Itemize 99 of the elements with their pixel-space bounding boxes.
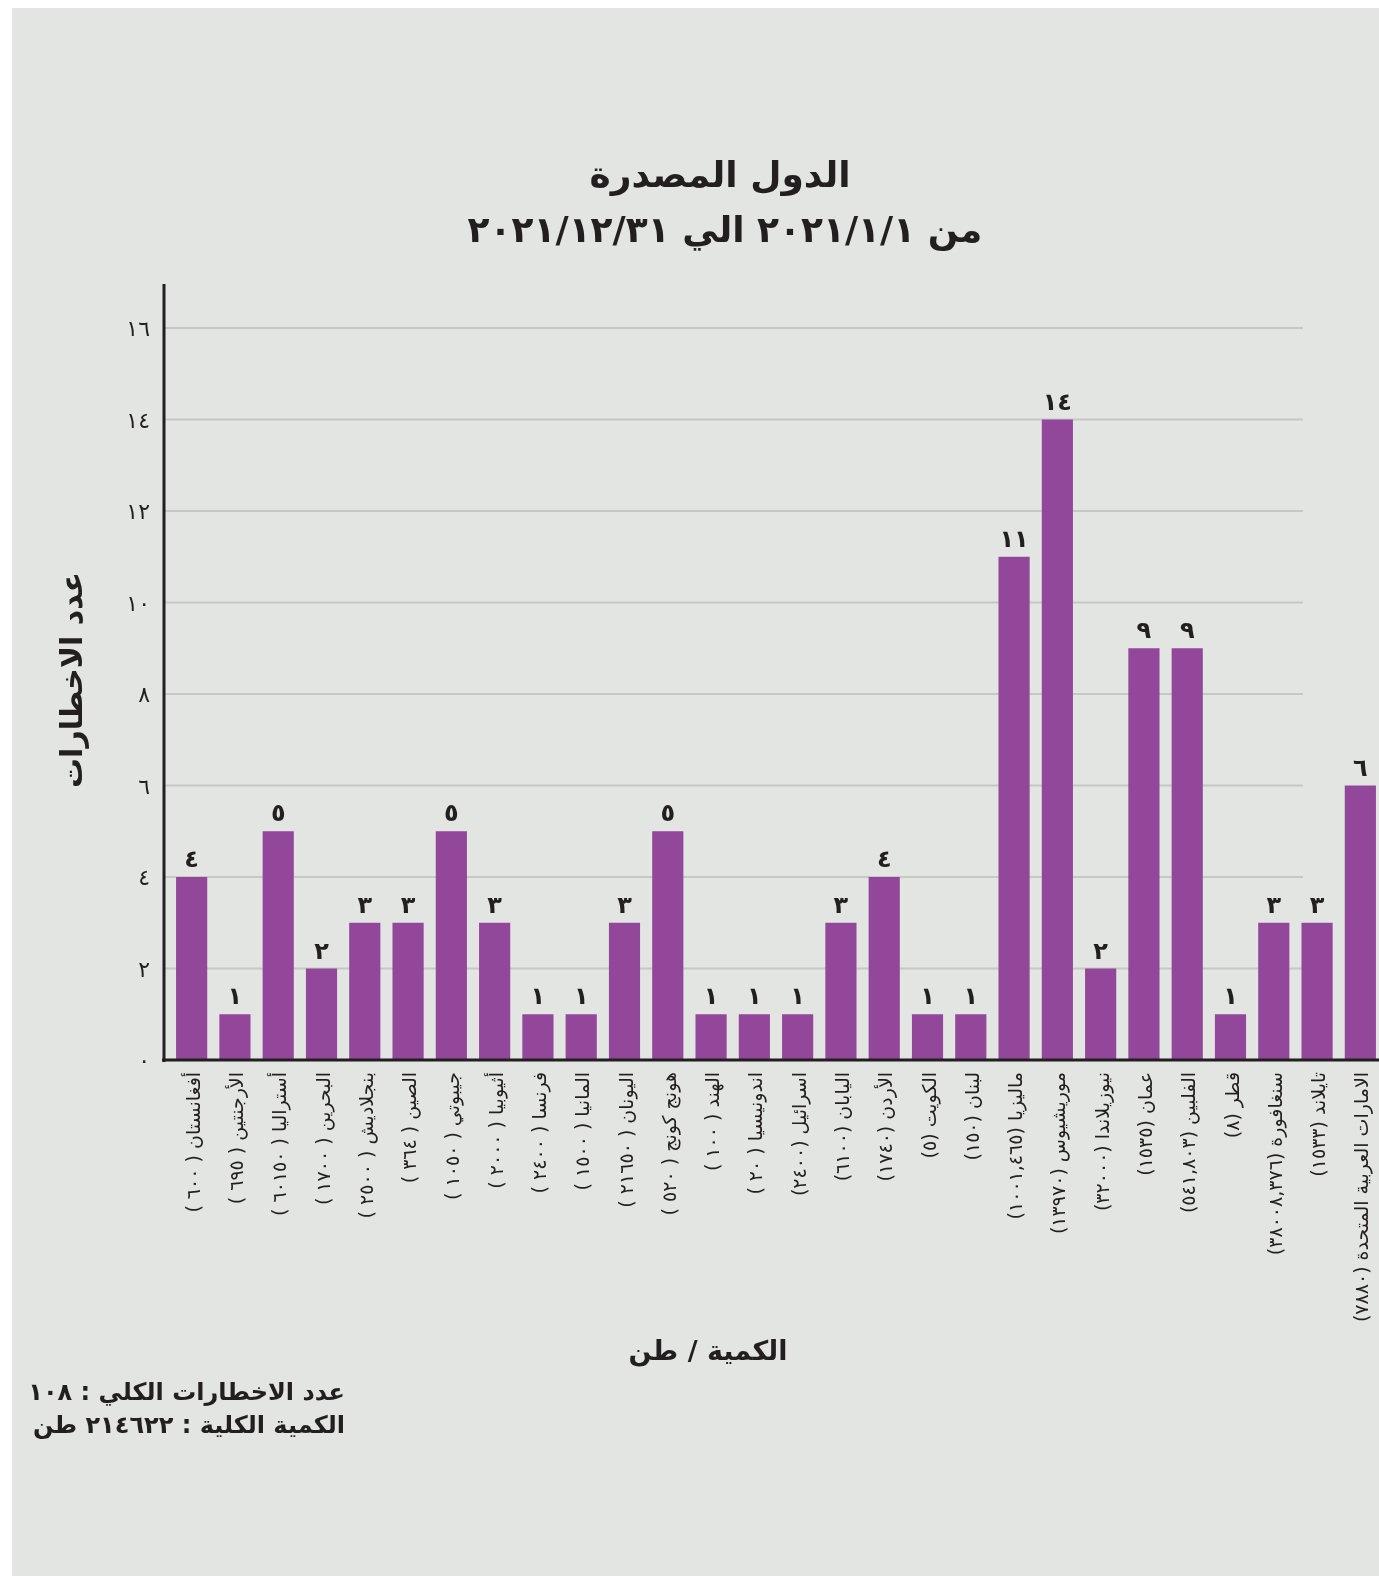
data-label: ١ — [703, 982, 719, 1011]
bar — [1344, 785, 1376, 1060]
x-tick-label: الأرجنتين ( ٦٩٥ ) — [224, 1072, 248, 1205]
x-tick-label: اليونان ( ٢١٦٥٠ ) — [614, 1072, 638, 1208]
x-tick-label: موريشيوس (١٣٩٧٠) — [1047, 1072, 1071, 1235]
x-tick-label: جيبوتي ( ١٠٥٠ ) — [441, 1072, 465, 1200]
x-tick-label: أفغانستان ( ٦٠٠ ) — [180, 1072, 204, 1213]
x-tick-label: تايلاند (١٥٣٣) — [1307, 1072, 1330, 1177]
x-tick-label: اليابان (٦١٠٠) — [830, 1072, 853, 1182]
data-label: ٣ — [487, 890, 503, 919]
bar — [262, 831, 294, 1060]
x-tick-label: الهند ( ١٠٠ ) — [701, 1072, 725, 1172]
data-label: ٩ — [1179, 616, 1195, 645]
y-tick-label: ٢ — [138, 956, 150, 982]
x-tick-label: اندونيسيا ( ٢٠ ) — [744, 1072, 768, 1195]
text: عدد الاخطارات الكلي : ١٠٨ — [28, 1378, 345, 1406]
bar — [1085, 968, 1117, 1060]
x-tick-label: المانيا ( ١٥٠٠ ) — [571, 1072, 594, 1191]
y-tick-label: ٦ — [138, 773, 150, 799]
x-tick-label: أثيوبيا ( ٢٠٠٠ ) — [483, 1072, 508, 1189]
data-label: ١ — [227, 982, 243, 1011]
bar — [392, 922, 424, 1060]
y-tick-label: ٤ — [138, 865, 150, 890]
bar — [652, 831, 684, 1060]
data-label: ٣ — [617, 890, 633, 919]
data-label: ٢ — [1093, 936, 1109, 965]
x-tick-label: قطر (٨) — [1220, 1072, 1244, 1139]
bar — [1301, 922, 1333, 1060]
data-label: ٩ — [1136, 616, 1152, 645]
y-tick-label: ١٦ — [126, 316, 150, 341]
x-tick-label: اسرائيل (٢٤٠٠) — [787, 1072, 811, 1197]
y-tick-label: ٨ — [138, 682, 151, 707]
bar — [1214, 1014, 1247, 1060]
data-label: ١ — [530, 982, 546, 1011]
chart-subtitle: من ٢٠٢١/١/١ الي ٢٠٢١/١٢/٣١ — [467, 209, 983, 251]
data-label: ١ — [963, 982, 979, 1011]
y-tick-label: ٠ — [138, 1048, 150, 1073]
x-tick-label: عمان (١٥٣٥) — [1133, 1072, 1156, 1176]
x-tick-label: فرنسا ( ٢٤٠٠ ) — [527, 1072, 551, 1194]
bar — [522, 1014, 554, 1060]
bar — [1041, 419, 1073, 1060]
data-label: ٣ — [833, 890, 849, 919]
data-label: ٤ — [184, 845, 199, 873]
bar — [955, 1014, 987, 1060]
y-tick-label: ١٠ — [126, 590, 150, 616]
data-label: ١٤ — [1042, 387, 1073, 416]
x-tick-label: نيوزيلاندا (٣٢٠٠٠) — [1090, 1072, 1114, 1212]
y-tick-label: ١٤ — [126, 407, 150, 433]
bar — [782, 1014, 814, 1060]
x-axis-title: الكمية / طن — [628, 1335, 788, 1367]
bar — [695, 1014, 727, 1060]
chart-title: الدول المصدرة — [589, 154, 851, 196]
bar — [738, 1014, 770, 1060]
x-tick-label: أستراليا ( ٦٠١٥٠ ) — [267, 1072, 292, 1216]
y-tick-label: ١٢ — [126, 499, 150, 524]
x-tick-label: ماليزيا (١٠٠١,٤٦٥) — [1004, 1072, 1028, 1220]
bar — [565, 1014, 597, 1060]
bar — [1258, 922, 1290, 1060]
x-tick-label: بنجلاديش ( ٢٥٠٠ ) — [354, 1072, 378, 1219]
y-axis-title: عدد الاخطارات — [54, 571, 89, 789]
bar — [435, 831, 467, 1060]
x-tick-label: الكويت (٥) — [917, 1072, 941, 1159]
bar — [911, 1014, 944, 1060]
x-tick-label: سنغافورة (٣٨٠٠٨,٣٧٦) — [1263, 1072, 1287, 1256]
data-label: ٦ — [1353, 753, 1368, 782]
data-label: ١١ — [999, 524, 1029, 553]
data-label: ١ — [747, 982, 762, 1011]
data-label: ١ — [790, 982, 805, 1011]
x-tick-label: لبنان (١٥٠) — [960, 1072, 983, 1161]
data-label: ٣ — [357, 890, 373, 919]
bar — [219, 1014, 251, 1060]
data-label: ٢ — [314, 936, 330, 965]
bar — [1128, 648, 1160, 1060]
data-label: ٤ — [876, 845, 892, 873]
bar — [176, 877, 208, 1060]
data-label: ٣ — [1309, 890, 1325, 919]
x-tick-label: الامارات العربية المتحدة (٧٨٨٠) — [1350, 1072, 1374, 1323]
x-tick-label: هونج كونج ( ٥٢٠ ) — [657, 1072, 681, 1216]
data-label: ٥ — [270, 799, 286, 828]
data-label: ٥ — [444, 799, 459, 828]
bar — [1171, 648, 1203, 1060]
x-tick-label: الفلبين (٥٤١,٨٠٣) — [1177, 1072, 1201, 1214]
bar — [998, 556, 1030, 1060]
data-label: ١ — [920, 982, 935, 1011]
data-label: ٣ — [400, 890, 416, 919]
bar — [608, 922, 641, 1060]
data-label: ٥ — [660, 799, 676, 828]
bar — [868, 877, 900, 1060]
bar — [479, 922, 511, 1060]
data-label: ٣ — [1266, 890, 1282, 919]
bar — [349, 922, 381, 1060]
x-tick-label: الصين ( ٣٦٤ ) — [398, 1072, 422, 1184]
data-label: ١ — [1223, 982, 1238, 1011]
data-label: ١ — [573, 982, 589, 1011]
text: الكمية الكلية : ٢١٤٦٢٢ طن — [32, 1411, 345, 1439]
x-tick-label: البحرين ( ١٧٠٠ ) — [311, 1072, 335, 1206]
x-tick-label: الأردن (١٧٤٠) — [874, 1072, 898, 1182]
bar — [305, 968, 338, 1060]
bar — [825, 922, 857, 1060]
